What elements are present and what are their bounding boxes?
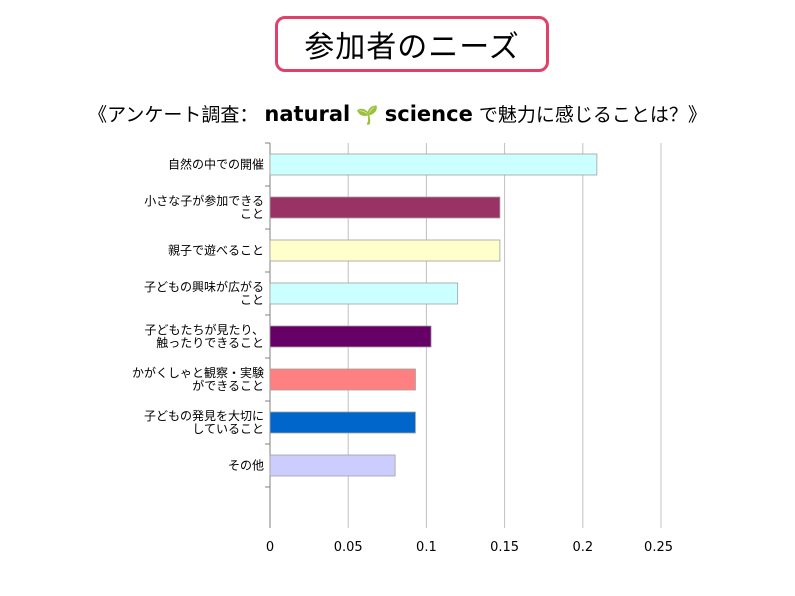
bar xyxy=(269,325,432,348)
bar xyxy=(269,239,501,262)
category-label: 触ったりできること xyxy=(156,336,264,350)
page-title: 参加者のニーズ xyxy=(275,16,549,72)
category-label: 親子で遊べること xyxy=(168,243,264,258)
brand-natural: natural xyxy=(264,102,351,126)
bar xyxy=(269,153,598,176)
category-label: こと xyxy=(240,293,264,307)
bar xyxy=(269,368,416,391)
bar xyxy=(269,454,396,477)
category-label: 小さな子が参加できる xyxy=(144,193,264,208)
category-label: ができること xyxy=(192,378,264,393)
brand-science: science xyxy=(384,102,473,126)
x-tick-label: 0.15 xyxy=(490,540,519,555)
x-tick-label: 0.1 xyxy=(416,540,437,555)
page-title-text: 参加者のニーズ xyxy=(304,30,520,65)
x-tick-label: 0 xyxy=(266,540,274,555)
category-label: 子どもたちが見たり、 xyxy=(144,322,264,337)
category-label: 子どもの興味が広がる xyxy=(144,279,264,294)
category-label: していること xyxy=(192,422,264,436)
category-label: その他 xyxy=(228,459,264,473)
category-label: 自然の中での開催 xyxy=(168,157,264,172)
chart-subtitle: 《アンケート調査： natural 🌱 science で魅力に感じることは？》 xyxy=(0,100,795,127)
leaf-sprout-icon: 🌱 xyxy=(356,105,379,126)
subtitle-prefix: 《アンケート調査： xyxy=(88,104,259,126)
category-label: 子どもの発見を大切に xyxy=(144,409,264,423)
category-label: こと xyxy=(240,207,264,221)
x-tick-label: 0.05 xyxy=(334,540,363,555)
x-tick-label: 0.25 xyxy=(644,540,673,555)
x-tick-label: 0.2 xyxy=(572,540,593,555)
subtitle-suffix: で魅力に感じることは？》 xyxy=(478,104,707,126)
bar xyxy=(269,282,459,305)
category-label: かがくしゃと観察・実験 xyxy=(132,365,264,380)
bar xyxy=(269,411,416,434)
bar xyxy=(269,196,501,219)
